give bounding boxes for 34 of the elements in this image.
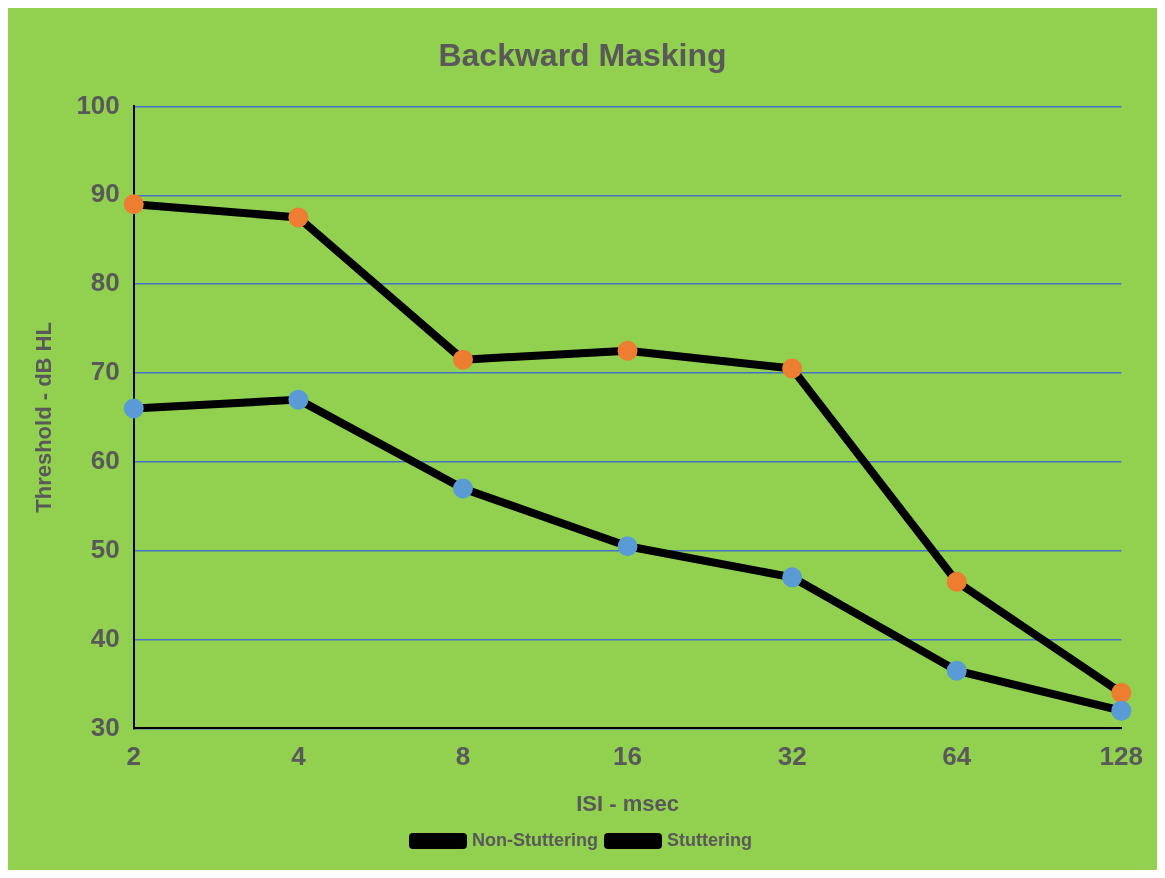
point [1111,682,1132,703]
x-tick-label: 2 [126,741,142,772]
point [123,194,144,215]
legend-label: Stuttering [666,829,752,850]
point [123,398,144,419]
point [1111,700,1132,721]
point [288,389,309,410]
x-tick-label: 8 [455,741,471,772]
legend-label: Non-Stuttering [472,829,598,850]
y-tick-label: 100 [76,89,120,120]
point [452,478,473,499]
y-tick-label: 70 [90,356,120,387]
y-tick-label: 30 [90,711,120,742]
chart-title: Backward Masking [438,37,727,74]
point [617,536,638,557]
x-tick-label: 4 [291,741,307,772]
x-tick-label: 32 [777,741,807,772]
y-tick-label: 90 [90,178,120,209]
y-tick-label: 80 [90,267,120,298]
point [782,567,803,588]
y-tick-label: 60 [90,445,120,475]
point [946,571,967,592]
x-tick-label: 64 [942,741,972,772]
x-tick-label: 16 [613,741,643,772]
y-tick-label: 50 [90,533,120,564]
x-axis-title: ISI - msec [576,790,679,816]
point [782,358,803,379]
point [946,660,967,681]
y-tick-label: 40 [90,622,120,653]
point [452,349,473,370]
point [617,340,638,361]
x-tick-label: 128 [1099,741,1144,772]
y-axis-title: Threshold - dB HL [31,322,57,513]
point [288,207,309,228]
